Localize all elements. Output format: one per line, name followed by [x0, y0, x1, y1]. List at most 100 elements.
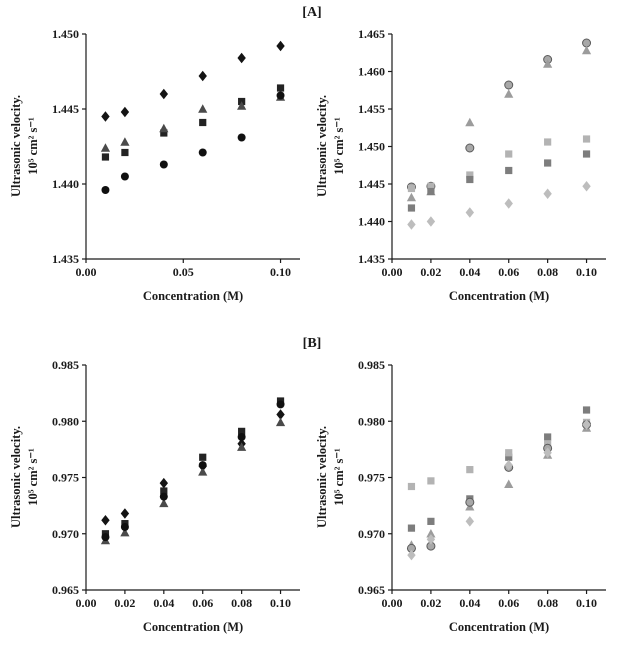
data-point-circle	[465, 497, 475, 507]
x-tick-label: 0.06	[498, 265, 519, 279]
data-point-diamond	[407, 549, 416, 561]
data-point-triangle	[504, 479, 514, 489]
data-point-triangle	[543, 59, 553, 68]
y-tick-label: 1.445	[358, 177, 385, 191]
data-point-triangle	[275, 417, 286, 427]
x-tick-label: 0.08	[537, 596, 558, 610]
data-point-triangle	[237, 442, 247, 451]
data-point-square	[427, 517, 435, 525]
data-point-circle	[101, 533, 110, 542]
data-point-triangle	[120, 137, 130, 146]
data-point-circle	[159, 492, 168, 501]
x-tick-label: 0.02	[420, 265, 441, 279]
y-tick-label: 1.450	[52, 27, 79, 41]
y-tick-label: 0.980	[52, 414, 79, 428]
x-tick-label: 0.08	[231, 596, 252, 610]
data-point-square	[407, 184, 416, 193]
data-point-square	[121, 148, 129, 157]
data-point-diamond	[120, 508, 130, 519]
data-point-square	[582, 135, 591, 143]
data-point-triangle	[100, 143, 111, 152]
data-point-triangle	[237, 101, 247, 110]
data-point-diamond	[237, 52, 246, 64]
data-point-circle	[159, 160, 168, 169]
data-point-square	[427, 187, 435, 196]
y-axis-title-line2: 10⁵ cm² s⁻¹	[332, 448, 346, 506]
data-point-diamond	[504, 459, 513, 471]
x-tick-label: 0.06	[192, 596, 213, 610]
x-tick-label: 0.02	[114, 596, 135, 610]
data-point-triangle	[120, 527, 130, 537]
x-tick-label: 0.02	[420, 596, 441, 610]
data-point-square	[544, 440, 552, 448]
y-tick-label: 0.970	[52, 527, 79, 541]
data-point-square	[407, 204, 416, 212]
plot-area: 0.965 0.970 0.975 0.980 0.985 0.00 0.02 0.04 0.0…	[358, 358, 606, 610]
y-tick-label: 1.440	[358, 215, 385, 229]
x-tick-label: 0.10	[270, 596, 291, 610]
data-point-circle	[237, 133, 246, 142]
x-tick-label: 0.06	[498, 596, 519, 610]
plot-area: 0.965 0.970 0.975 0.980 0.985 0.00 0.02 0.04 0.0…	[52, 358, 300, 610]
data-point-circle	[237, 433, 246, 441]
data-point-diamond	[504, 198, 513, 209]
x-axis-title: Concentration (M)	[449, 289, 549, 303]
x-tick-label: 0.00	[382, 596, 403, 610]
data-point-circle	[120, 172, 129, 181]
data-point-square	[505, 150, 513, 158]
data-point-diamond	[465, 516, 475, 527]
data-point-circle	[465, 143, 475, 153]
data-point-diamond	[101, 111, 110, 122]
y-tick-label: 0.975	[52, 471, 79, 485]
x-tick-label: 0.10	[270, 265, 291, 279]
x-axis-title: Concentration (M)	[143, 289, 243, 303]
data-point-triangle	[159, 123, 169, 133]
y-tick-label: 1.435	[52, 252, 79, 266]
data-point-square	[582, 150, 591, 158]
data-point-diamond	[582, 181, 591, 192]
data-point-circle	[101, 186, 110, 194]
x-tick-label: 0.00	[76, 265, 97, 279]
x-axis-title: Concentration (M)	[143, 620, 243, 634]
data-point-diamond	[198, 70, 207, 82]
data-point-triangle	[581, 45, 592, 55]
data-point-diamond	[543, 447, 552, 458]
data-point-square	[199, 453, 207, 461]
data-point-diamond	[543, 188, 552, 199]
data-point-circle	[504, 80, 514, 90]
scatter-plot-a-left: Ultrasonic velocity. 10⁵ cm² s⁻¹ Concent…	[9, 27, 300, 303]
plot-area: 1.435 1.440 1.445 1.450 1.455 1.460 1.465 0.00 0…	[358, 27, 606, 279]
y-axis-title-line1: Ultrasonic velocity.	[315, 95, 329, 197]
data-point-square	[160, 129, 168, 137]
y-axis-title-line2: 10⁵ cm² s⁻¹	[26, 117, 40, 175]
data-point-square	[544, 433, 552, 441]
y-tick-label: 1.440	[52, 177, 79, 191]
scatter-plot-a-right: Ultrasonic velocity. 10⁵ cm² s⁻¹ Concent…	[315, 27, 606, 303]
y-tick-label: 0.965	[52, 583, 79, 597]
data-point-square	[276, 84, 285, 92]
data-point-triangle	[198, 467, 208, 476]
panel-label-a: [A]	[302, 5, 322, 20]
data-point-square	[544, 159, 552, 167]
y-axis-title-line2: 10⁵ cm² s⁻¹	[26, 448, 40, 506]
data-point-diamond	[426, 534, 436, 545]
scatter-plot-b-left: Ultrasonic velocity. 10⁵ cm² s⁻¹ Concent…	[9, 358, 300, 634]
x-tick-label: 0.04	[153, 596, 174, 610]
data-point-diamond	[465, 207, 475, 218]
data-point-triangle	[426, 528, 436, 538]
data-point-square	[101, 153, 110, 161]
y-tick-label: 0.985	[358, 358, 385, 372]
data-point-circle	[198, 148, 207, 157]
data-point-triangle	[465, 117, 475, 127]
data-point-square	[582, 406, 591, 414]
data-point-diamond	[120, 106, 130, 118]
data-point-square	[505, 166, 513, 175]
scatter-plot-b-right: Ultrasonic velocity. 10⁵ cm² s⁻¹ Concent…	[315, 358, 606, 634]
x-tick-label: 0.10	[576, 265, 597, 279]
panel-label-b: [B]	[302, 336, 322, 351]
y-tick-label: 1.455	[358, 102, 385, 116]
y-tick-label: 0.965	[358, 583, 385, 597]
data-point-circle	[120, 523, 129, 531]
data-point-square	[505, 449, 513, 457]
